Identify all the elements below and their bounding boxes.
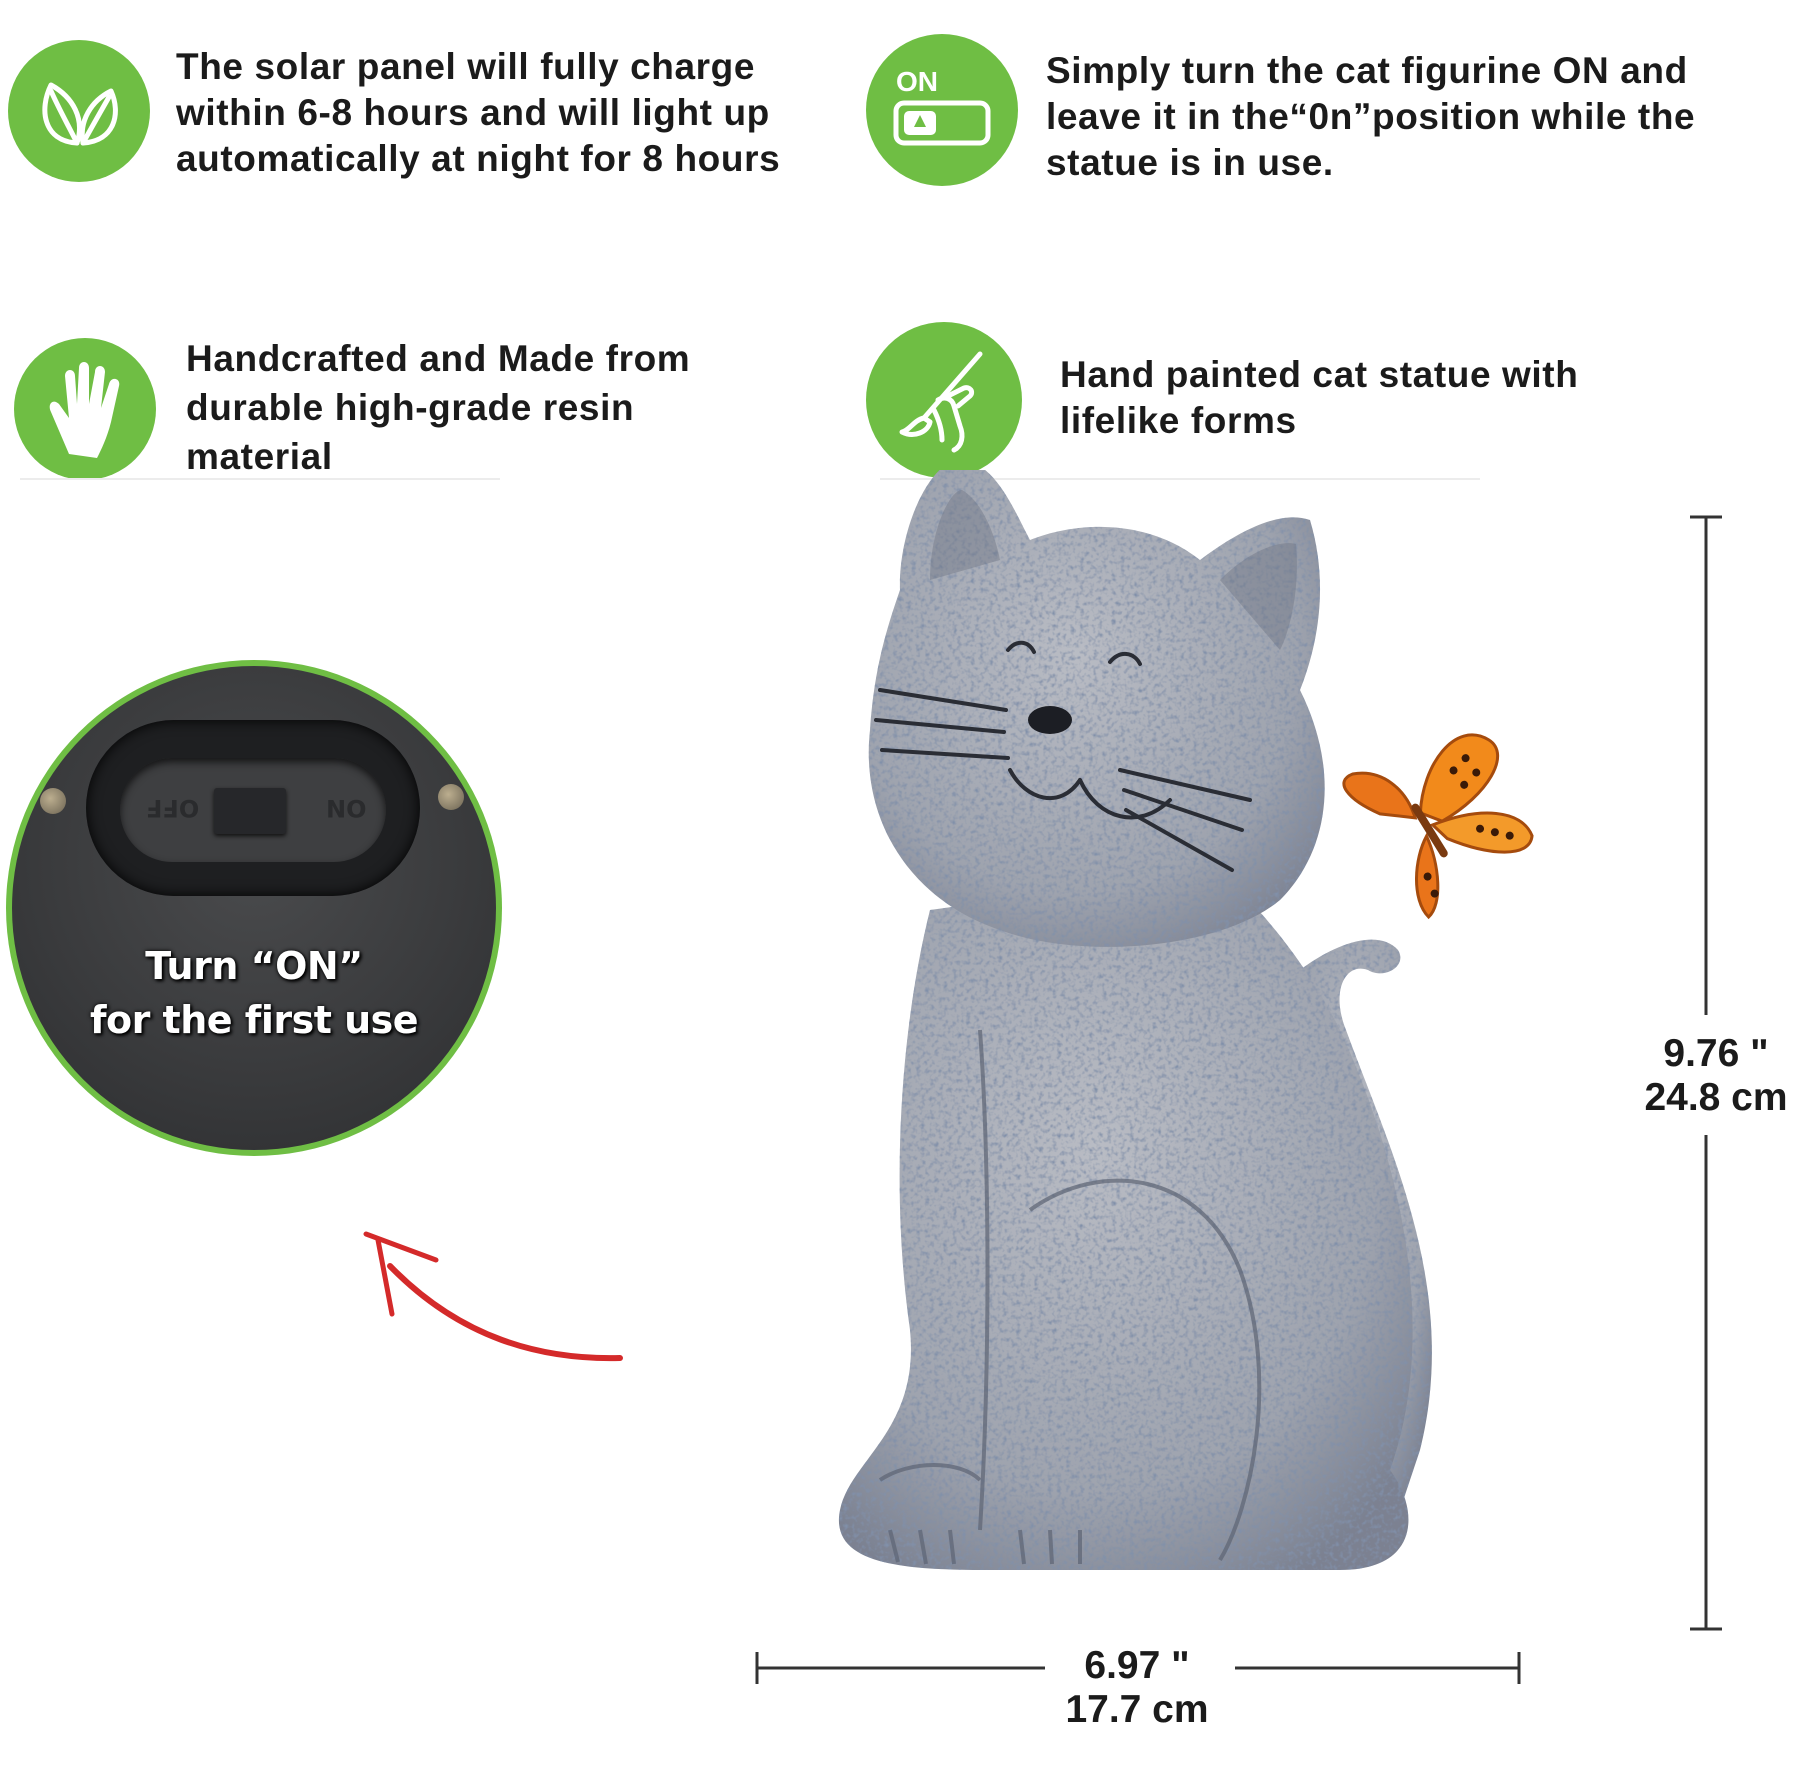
- switch-closeup-photo: OFF ON Turn “ON” for the first use: [12, 666, 496, 1150]
- feature-badge: [866, 322, 1022, 478]
- feature-text: Simply turn the cat figurine ON and leav…: [1046, 48, 1695, 186]
- feature-text-line: Simply turn the cat figurine ON and: [1046, 50, 1688, 91]
- feature-text: Handcrafted and Made from durable high-g…: [186, 334, 690, 481]
- switch-on-label: ON: [896, 66, 938, 97]
- switch-toggle[interactable]: [214, 788, 286, 834]
- height-dimension-line: [1690, 515, 1722, 1631]
- height-cm: 24.8 cm: [1644, 1076, 1788, 1119]
- switch-off-label: OFF: [146, 794, 200, 822]
- butterfly-icon: [1342, 733, 1534, 920]
- screw-icon: [438, 784, 464, 810]
- feature-text-line: within 6-8 hours and will light up: [176, 92, 770, 133]
- switch-closeup: OFF ON Turn “ON” for the first use: [6, 660, 502, 1156]
- feature-text-line: durable high-grade resin: [186, 387, 635, 428]
- feature-badge: ON: [866, 34, 1018, 186]
- width-cm: 17.7 cm: [1065, 1688, 1209, 1731]
- width-dimension-line: [755, 1652, 1521, 1684]
- feature-text-line: statue is in use.: [1046, 142, 1334, 183]
- feature-text-line: Hand painted cat statue with: [1060, 354, 1579, 395]
- leaf-icon: [42, 82, 118, 146]
- height-label: 9.76 " 24.8 cm: [1632, 1032, 1800, 1120]
- inset-caption-line1: Turn “ON”: [145, 944, 363, 988]
- switch-housing: OFF ON: [86, 720, 420, 896]
- switch-on-label: ON: [326, 794, 367, 822]
- paintbrush-hand-icon: [899, 351, 983, 453]
- feature-text-line: automatically at night for 8 hours: [176, 138, 781, 179]
- feature-text-line: The solar panel will fully charge: [176, 46, 756, 87]
- power-switch-icon: ON: [893, 66, 991, 146]
- screw-icon: [40, 788, 66, 814]
- feature-text-line: Handcrafted and Made from: [186, 338, 691, 379]
- hand-icon: [49, 362, 120, 458]
- width-inches: 6.97 ": [1084, 1644, 1190, 1687]
- feature-text-line: leave it in the“0n”position while the: [1046, 96, 1696, 137]
- feature-text-line: material: [186, 436, 333, 477]
- divider: [20, 478, 500, 480]
- cat-statue: [838, 470, 1534, 1570]
- height-inches: 9.76 ": [1663, 1032, 1769, 1075]
- feature-text-line: lifelike forms: [1060, 400, 1297, 441]
- divider: [880, 478, 1480, 480]
- feature-text: Hand painted cat statue with lifelike fo…: [1060, 352, 1578, 444]
- feature-badge: [14, 338, 156, 480]
- feature-badge: [8, 40, 150, 182]
- switch-recess: OFF ON: [120, 758, 386, 862]
- red-arrow-icon: [363, 1231, 623, 1362]
- width-label: 6.97 " 17.7 cm: [1042, 1644, 1232, 1732]
- inset-caption-line2: for the first use: [89, 998, 419, 1042]
- feature-text: The solar panel will fully charge within…: [176, 44, 780, 182]
